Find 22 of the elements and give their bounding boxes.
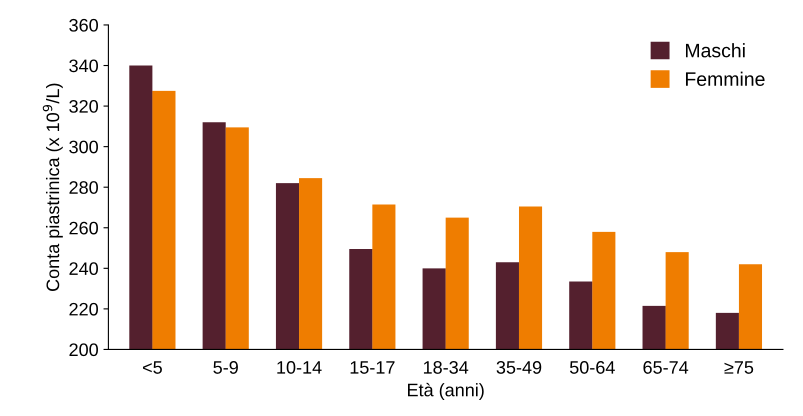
x-tick-label: ≥75 xyxy=(724,361,754,374)
y-tick-label: 280 xyxy=(69,181,98,194)
x-tick-label: 35-49 xyxy=(496,361,542,374)
y-axis-title: Conta piastrinica (x 10$^{9}$/L) xyxy=(42,84,63,292)
y-tick-label: 320 xyxy=(69,100,98,113)
x-tick-label: <5 xyxy=(142,361,162,374)
y-tick-label: 360 xyxy=(69,18,98,32)
x-tick-label: 18-34 xyxy=(424,361,468,374)
y-tick-label: 340 xyxy=(69,59,98,72)
legend-label: Femmine xyxy=(686,72,765,86)
x-tick-label: 65-74 xyxy=(643,361,688,374)
x-axis-title: Età (anni) xyxy=(408,382,484,400)
y-tick-label: 200 xyxy=(69,343,98,356)
x-tick-label: 10-14 xyxy=(277,361,322,374)
x-tick-label: 5-9 xyxy=(213,361,238,374)
y-tick-label: 220 xyxy=(69,302,98,316)
legend-label: Maschi xyxy=(686,43,745,58)
x-tick-label: 15-17 xyxy=(350,361,395,374)
x-tick-label: 50-64 xyxy=(570,361,615,374)
y-tick-label: 240 xyxy=(69,262,98,276)
y-tick-label: 300 xyxy=(69,140,98,154)
y-tick-label: 260 xyxy=(69,222,98,234)
